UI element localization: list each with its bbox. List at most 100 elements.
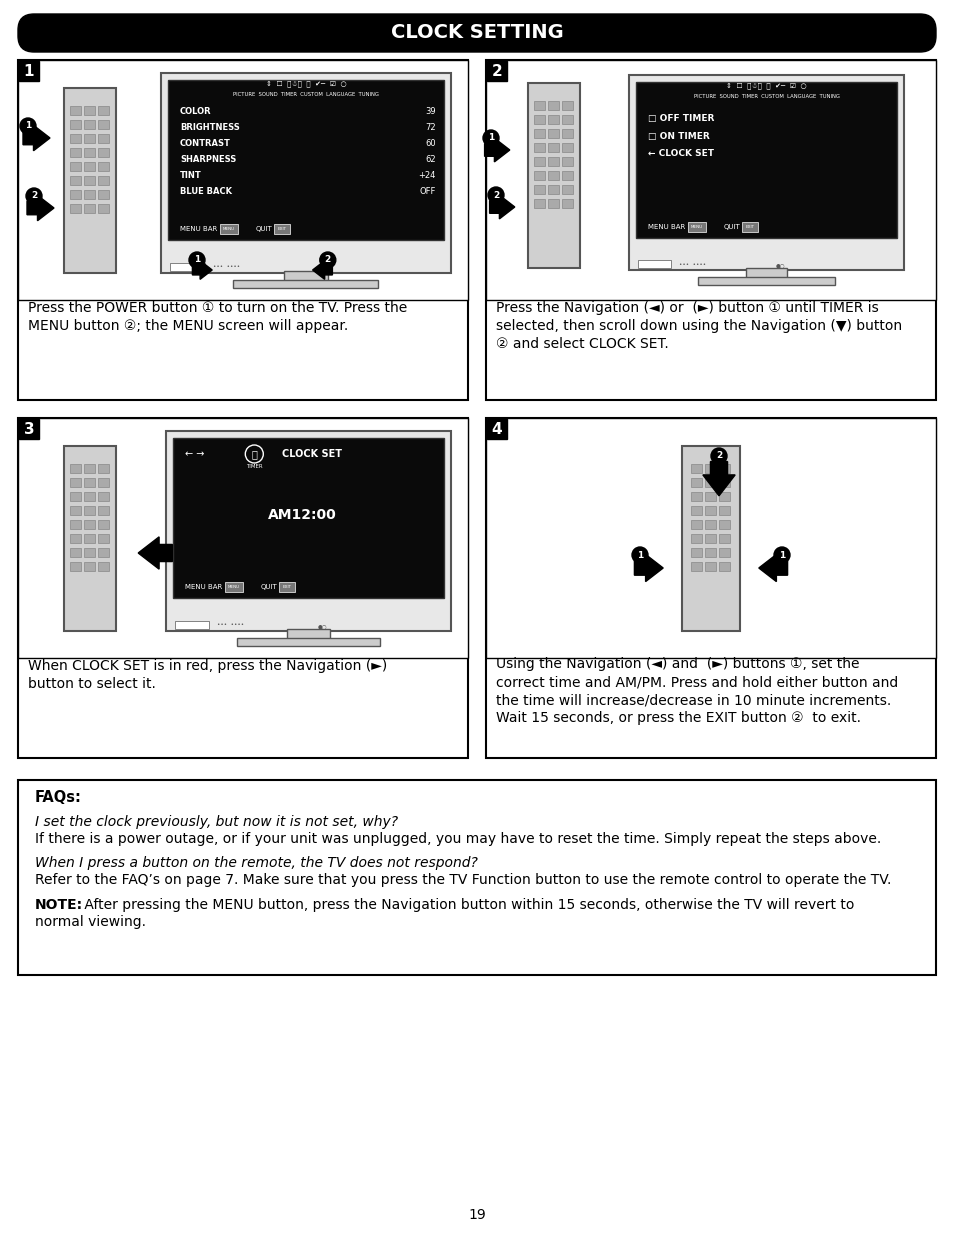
Bar [719, 505, 730, 515]
Bar [85, 133, 95, 142]
Text: MENU BAR: MENU BAR [185, 584, 222, 590]
Bar [562, 199, 573, 207]
Bar [534, 100, 545, 110]
Bar [719, 463, 730, 473]
Bar [278, 582, 294, 592]
Bar [18, 417, 468, 658]
Bar [681, 446, 740, 631]
Bar [691, 478, 701, 487]
Bar [719, 534, 730, 542]
Text: MENU: MENU [223, 227, 234, 231]
Bar [287, 629, 330, 641]
Circle shape [773, 547, 789, 563]
Bar [98, 534, 110, 542]
Bar [98, 547, 110, 557]
Circle shape [710, 448, 726, 464]
Bar [705, 478, 716, 487]
Text: TIMER: TIMER [246, 463, 262, 468]
Text: FAQs:: FAQs: [35, 790, 82, 805]
Bar [691, 492, 701, 500]
Bar [71, 534, 81, 542]
Bar [534, 142, 545, 152]
Bar [98, 520, 110, 529]
Circle shape [26, 188, 42, 204]
Bar [225, 582, 243, 592]
Bar [548, 128, 558, 137]
Text: TINT: TINT [180, 172, 201, 180]
Bar [71, 520, 81, 529]
Text: ② and select CLOCK SET.: ② and select CLOCK SET. [496, 337, 668, 351]
Text: ← →: ← → [185, 450, 204, 459]
Bar [71, 547, 81, 557]
Text: NOTE:: NOTE: [35, 898, 83, 913]
Text: 1: 1 [24, 63, 34, 79]
Text: ●○: ●○ [317, 625, 327, 630]
Bar [85, 105, 95, 115]
Bar [71, 505, 81, 515]
Bar [71, 162, 81, 170]
Text: CONTRAST: CONTRAST [180, 140, 231, 148]
Text: 1: 1 [25, 121, 31, 131]
Bar [534, 170, 545, 179]
Circle shape [482, 130, 498, 146]
Bar [71, 562, 81, 571]
Text: 4: 4 [491, 421, 502, 436]
Text: EXIT: EXIT [282, 585, 292, 589]
Text: □ ON TIMER: □ ON TIMER [647, 131, 709, 141]
Text: 1: 1 [487, 133, 494, 142]
Bar [18, 417, 468, 758]
Bar [98, 105, 110, 115]
Bar [274, 224, 290, 233]
Bar [98, 147, 110, 157]
Bar [85, 492, 95, 500]
FancyArrow shape [758, 555, 787, 582]
Bar [636, 82, 896, 238]
Text: MENU BAR: MENU BAR [647, 224, 684, 230]
Bar [705, 534, 716, 542]
FancyArrow shape [138, 537, 172, 569]
Text: MENU: MENU [690, 225, 702, 228]
Bar [534, 115, 545, 124]
Bar [562, 170, 573, 179]
Bar [71, 189, 81, 199]
Bar [705, 505, 716, 515]
Text: ⏱: ⏱ [251, 450, 257, 459]
Text: Press the Navigation (◄) or  (►) button ① until TIMER is: Press the Navigation (◄) or (►) button ①… [496, 301, 878, 315]
Bar [161, 73, 451, 273]
Bar [548, 142, 558, 152]
Bar [527, 83, 579, 268]
Text: QUIT: QUIT [261, 584, 277, 590]
Text: normal viewing.: normal viewing. [35, 915, 146, 929]
Bar [168, 80, 443, 240]
Text: CLOCK SET: CLOCK SET [281, 450, 341, 459]
Text: QUIT: QUIT [723, 224, 740, 230]
Bar [705, 562, 716, 571]
Bar [85, 547, 95, 557]
Bar [719, 492, 730, 500]
Bar [98, 505, 110, 515]
Bar [98, 562, 110, 571]
Text: •••  ••••: ••• •••• [213, 264, 239, 269]
Bar [705, 463, 716, 473]
Bar [172, 438, 443, 598]
Bar [85, 147, 95, 157]
Bar [741, 222, 758, 232]
Bar [562, 157, 573, 165]
FancyArrow shape [702, 462, 735, 495]
Text: 1: 1 [637, 551, 642, 559]
Bar [691, 547, 701, 557]
Text: BLUE BACK: BLUE BACK [180, 188, 232, 196]
Bar [98, 492, 110, 500]
Text: Wait 15 seconds, or press the EXIT button ②  to exit.: Wait 15 seconds, or press the EXIT butto… [496, 711, 861, 725]
Text: AM12:00: AM12:00 [268, 508, 336, 522]
Bar [562, 115, 573, 124]
Bar [691, 562, 701, 571]
Bar [85, 175, 95, 184]
Text: Refer to the FAQ’s on page 7. Make sure that you press the TV Function button to: Refer to the FAQ’s on page 7. Make sure … [35, 873, 890, 887]
Bar [691, 520, 701, 529]
Text: QUIT: QUIT [255, 226, 273, 232]
Bar [166, 431, 451, 631]
Bar [98, 120, 110, 128]
Text: When I press a button on the remote, the TV does not respond?: When I press a button on the remote, the… [35, 856, 477, 869]
Text: SHARPNESS: SHARPNESS [180, 156, 236, 164]
